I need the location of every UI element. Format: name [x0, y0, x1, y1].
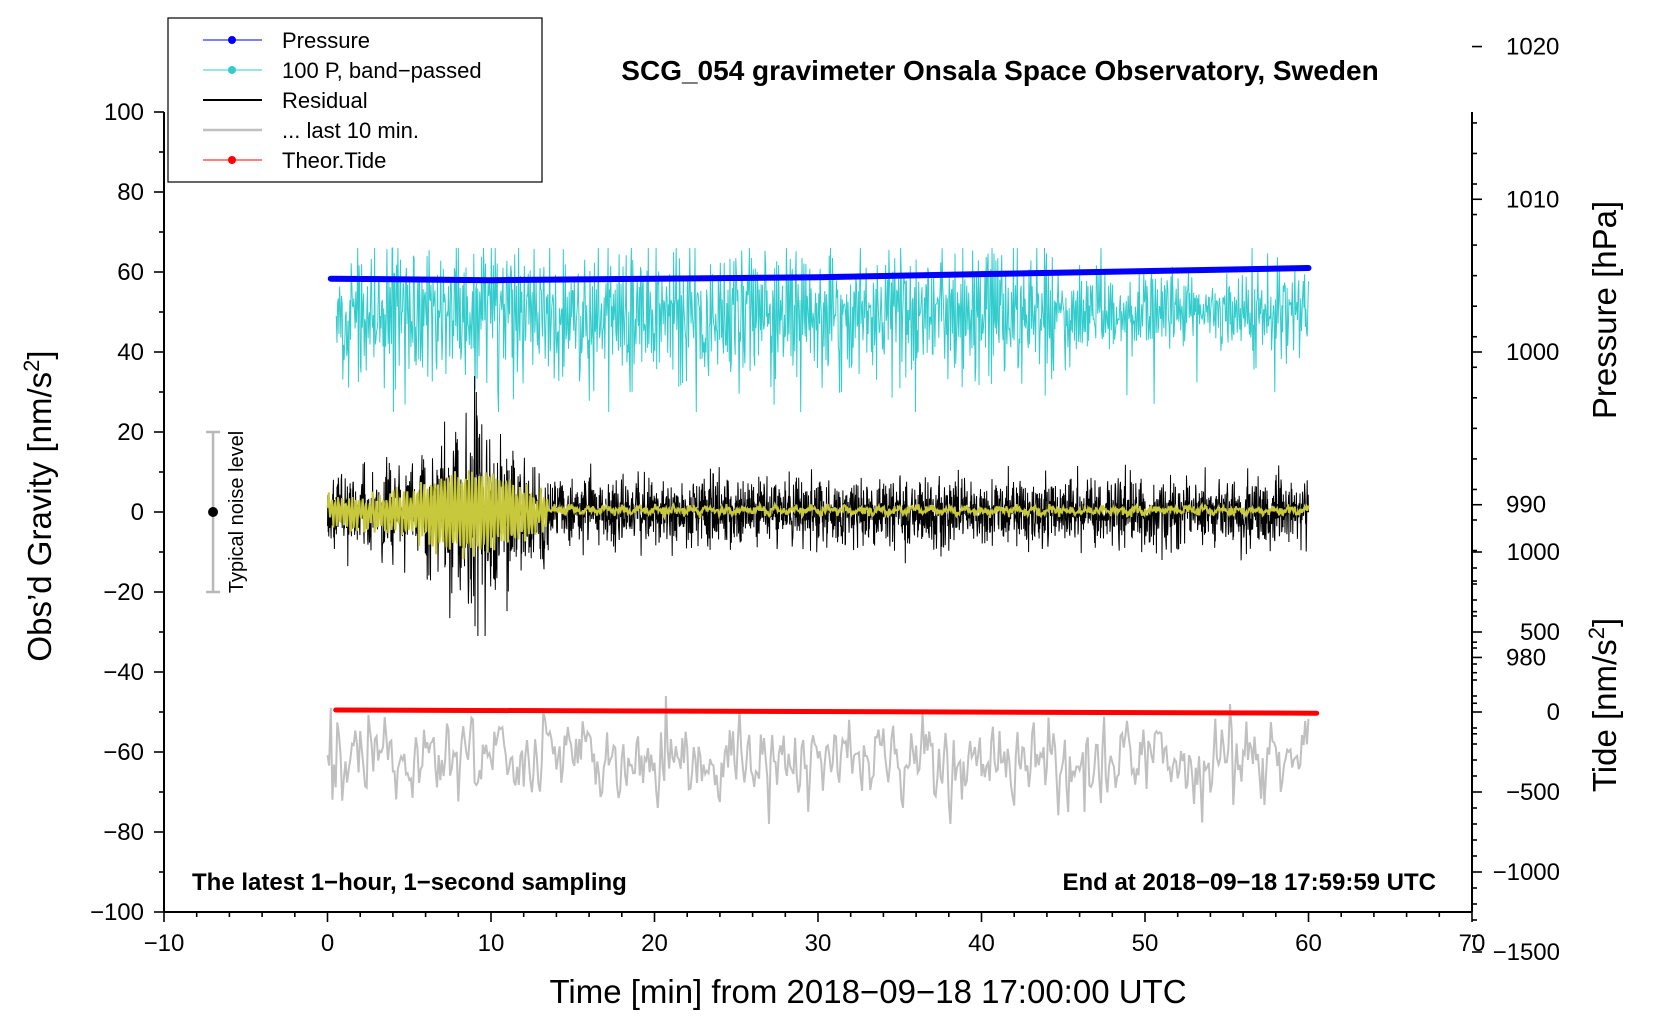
pressure-tick-label: 980: [1506, 644, 1546, 671]
pressure-trace: [327, 265, 1312, 284]
tide-tick-label: −500: [1506, 779, 1560, 806]
x-tick-label: 20: [641, 930, 668, 957]
tide-tick-label: 0: [1547, 699, 1560, 726]
pressure-tick-label: 990: [1506, 492, 1546, 519]
pressure-axis-title: Pressure [hPa]: [1586, 201, 1623, 419]
noise-level-indicator: Typical noise level: [206, 430, 248, 594]
x-tick-label: 50: [1132, 930, 1159, 957]
x-tick-label: 60: [1295, 930, 1322, 957]
x-tick-label: 70: [1459, 930, 1486, 957]
last-10-min-trace: [326, 695, 1310, 825]
tide-tick-label: 1000: [1507, 539, 1560, 566]
pressure-tick-label: 1000: [1506, 339, 1559, 366]
y-tick-label: 60: [117, 259, 144, 286]
legend: Pressure 100 P, band−passed Residual ...…: [167, 17, 543, 183]
y-tick-label: 100: [104, 99, 144, 126]
legend-last10-label: ... last 10 min.: [282, 118, 419, 143]
y-axis-ticks: −100 −80 −60 −40 −20 0 20 40 60 80 100: [90, 99, 164, 926]
legend-bandpassed-marker: [228, 66, 236, 74]
y-tick-label: −20: [103, 579, 144, 606]
legend-pressure-label: Pressure: [282, 28, 370, 53]
tide-axis-title: Tide [nm/s2]: [1584, 618, 1623, 792]
end-time-note: End at 2018−09−18 17:59:59 UTC: [1062, 869, 1436, 896]
tide-tick-label: −1000: [1493, 859, 1560, 886]
data-traces: [326, 247, 1320, 825]
y-tick-label: 0: [131, 499, 144, 526]
y-tick-label: −80: [103, 819, 144, 846]
sampling-note: The latest 1−hour, 1−second sampling: [192, 869, 627, 896]
y-tick-label: 20: [117, 419, 144, 446]
tide-tick-label: −1500: [1493, 939, 1560, 966]
x-tick-label: 40: [968, 930, 995, 957]
x-tick-label: −10: [144, 930, 185, 957]
pressure-tick-label: 1020: [1506, 34, 1559, 61]
x-axis-ticks: −10 0 10 20 30 40 50 60 70: [144, 912, 1486, 957]
legend-tide-label: Theor.Tide: [282, 148, 386, 173]
chart-title: SCG_054 gravimeter Onsala Space Observat…: [621, 55, 1378, 86]
pressure-axis-ticks: 9809901000101010201030: [1472, 34, 1559, 735]
tide-axis-ticks: −1500 −1000 −500 0 500 1000: [1472, 539, 1560, 966]
smoothed-residual-trace: [326, 470, 1310, 560]
legend-residual-label: Residual: [282, 88, 368, 113]
pressure-tick-label: 1010: [1506, 186, 1559, 213]
x-tick-label: 10: [478, 930, 505, 957]
legend-tide-marker: [228, 156, 236, 164]
y-tick-label: −60: [103, 739, 144, 766]
bandpassed-pressure-trace: [335, 247, 1309, 413]
y-tick-label: 40: [117, 339, 144, 366]
noise-level-label: Typical noise level: [226, 431, 248, 593]
theoretical-tide-trace: [333, 707, 1320, 716]
x-tick-label: 30: [805, 930, 832, 957]
y-axis-title: Obs’d Gravity [nm/s2]: [19, 350, 58, 661]
tide-tick-label: 500: [1520, 619, 1560, 646]
y-tick-label: −40: [103, 659, 144, 686]
residual-trace: [327, 375, 1309, 637]
noise-center-dot: [208, 507, 219, 517]
legend-bandpassed-label: 100 P, band−passed: [282, 58, 482, 83]
legend-pressure-marker: [228, 36, 236, 44]
y-tick-label: −100: [90, 899, 144, 926]
y-tick-label: 80: [117, 179, 144, 206]
x-tick-label: 0: [321, 930, 334, 957]
x-axis-title: Time [min] from 2018−09−18 17:00:00 UTC: [549, 973, 1186, 1010]
